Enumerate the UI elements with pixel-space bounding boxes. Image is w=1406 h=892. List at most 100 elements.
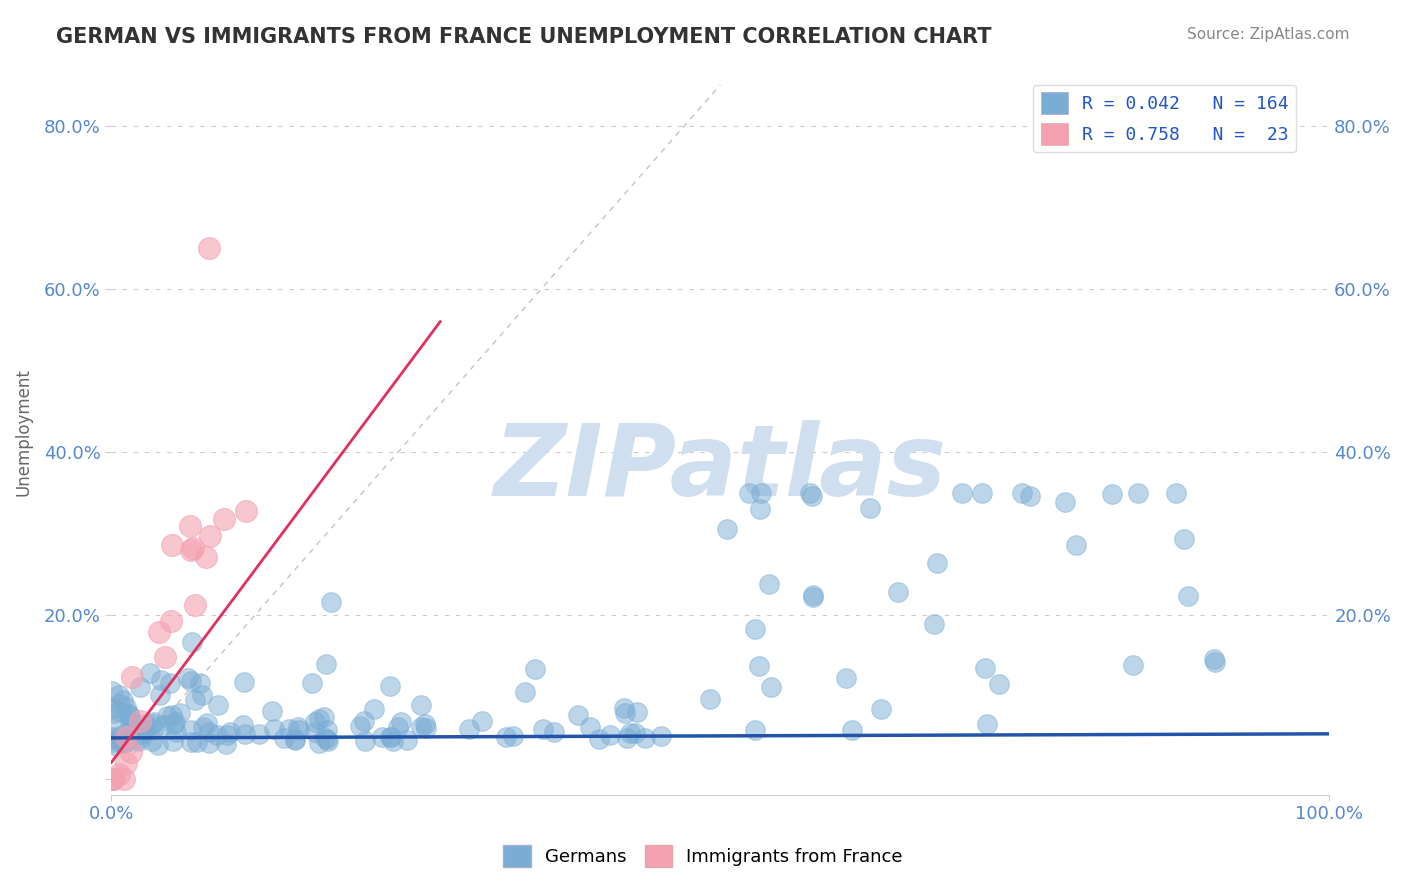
Point [613,701,636,715]
Point [122,720,145,734]
Point [205,728,228,742]
Point [284,731,307,746]
Point [599,728,621,742]
Point [1019,489,1042,503]
Point [162,734,184,748]
Point [148,625,170,640]
Point [495,730,517,744]
Point [619,726,641,740]
Point [148,738,170,752]
Point [107,767,129,781]
Point [316,723,339,737]
Point [120,745,142,759]
Point [801,588,824,602]
Point [198,241,221,255]
Point [117,732,139,747]
Point [301,676,323,690]
Point [101,730,124,744]
Point [458,722,481,736]
Point [143,715,166,730]
Point [380,730,402,744]
Point [198,736,221,750]
Point [180,735,202,749]
Point [191,720,214,734]
Point [163,715,186,730]
Point [180,674,202,689]
Point [799,486,821,500]
Point [198,725,221,739]
Point [198,529,221,543]
Point [1202,652,1225,666]
Point [927,557,949,571]
Point [162,717,184,731]
Point [378,680,401,694]
Point [117,707,139,722]
Point [380,730,402,744]
Point [184,598,207,612]
Point [127,728,149,742]
Point [371,730,394,744]
Point [841,723,863,737]
Point [738,486,761,500]
Point [235,503,257,517]
Point [207,698,229,712]
Point [716,522,738,536]
Point [120,710,142,724]
Point [233,675,256,690]
Point [626,705,648,719]
Point [141,734,163,748]
Legend: R = 0.042   N = 164, R = 0.758   N =  23: R = 0.042 N = 164, R = 0.758 N = 23 [1033,85,1296,153]
Point [1054,495,1077,509]
Point [319,595,342,609]
Point [156,709,179,723]
Text: Source: ZipAtlas.com: Source: ZipAtlas.com [1187,27,1350,42]
Point [758,577,780,591]
Point [588,731,610,746]
Point [970,486,993,500]
Point [141,717,163,731]
Point [751,486,773,500]
Point [129,714,152,728]
Point [112,772,135,786]
Point [1064,538,1087,552]
Point [134,717,156,731]
Point [567,707,589,722]
Point [159,675,181,690]
Point [111,693,134,707]
Point [233,727,256,741]
Point [115,735,138,749]
Point [974,661,997,675]
Point [273,731,295,745]
Point [121,670,143,684]
Point [411,698,433,713]
Point [107,704,129,718]
Point [160,708,183,723]
Point [262,704,284,718]
Point [531,722,554,736]
Point [353,714,375,728]
Point [115,730,138,744]
Point [108,688,131,702]
Point [180,723,202,738]
Point [214,512,236,526]
Point [1204,655,1226,669]
Point [284,732,307,747]
Point [129,680,152,694]
Point [1177,589,1199,603]
Point [887,585,910,599]
Point [247,726,270,740]
Point [315,657,337,671]
Point [1173,532,1195,546]
Point [363,701,385,715]
Point [354,734,377,748]
Point [149,688,172,702]
Point [215,738,238,752]
Point [859,501,882,516]
Point [650,729,672,743]
Point [100,735,122,749]
Text: GERMAN VS IMMIGRANTS FROM FRANCE UNEMPLOYMENT CORRELATION CHART: GERMAN VS IMMIGRANTS FROM FRANCE UNEMPLO… [56,27,991,46]
Point [613,706,636,720]
Point [924,617,946,632]
Point [415,721,437,735]
Point [308,736,330,750]
